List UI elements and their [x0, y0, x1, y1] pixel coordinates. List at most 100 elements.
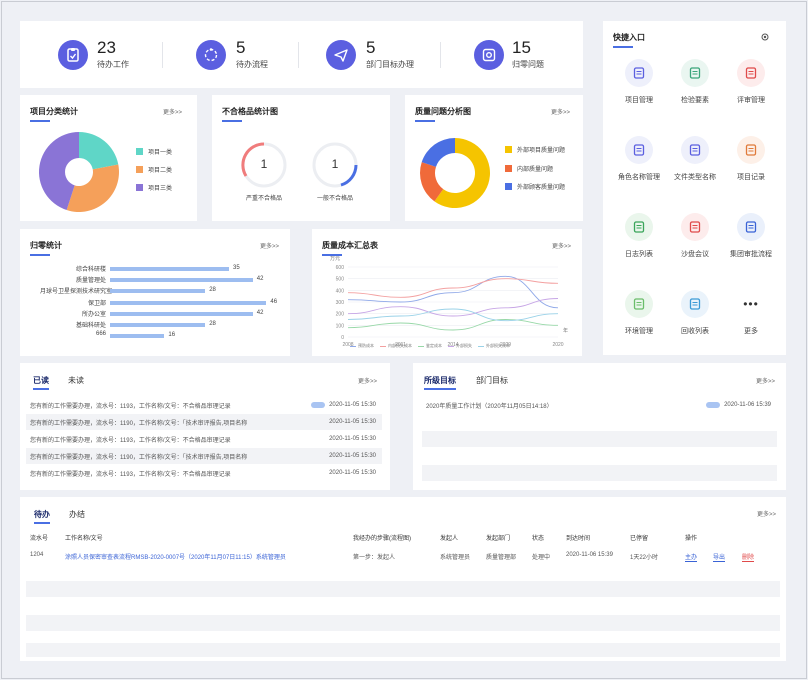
- y-tick-label: 300: [336, 300, 345, 306]
- gear-icon[interactable]: [760, 32, 770, 42]
- y-tick-label: 100: [336, 323, 345, 329]
- recycle-icon: [681, 290, 709, 318]
- more-link[interactable]: 更多>>: [757, 512, 777, 518]
- bar-category-label: 保卫部: [87, 300, 106, 307]
- quick-entry-11[interactable]: ••• 更多: [725, 290, 777, 336]
- file-type-icon: [681, 136, 709, 164]
- divider: [298, 42, 299, 68]
- legend-item: 外部损失: [448, 343, 472, 349]
- notice-row[interactable]: 您有新的工作需要办理，流水号：1193，工作名称/文号：不合格品审理记录 2020…: [26, 397, 382, 413]
- series-line: [347, 275, 559, 309]
- todo-card: 待办 办结 更多>> 流水号 工作名称/文号 我经办的步骤(流程图) 发起人 发起部门 状…: [20, 497, 786, 661]
- more-link[interactable]: 更多>>: [163, 110, 183, 116]
- more-link[interactable]: 更多>>: [551, 110, 571, 116]
- column-header: 已停留: [630, 536, 649, 542]
- divider: [440, 42, 441, 68]
- goal-row[interactable]: 2020年质量工作计划（2020年11月05日14:18） 2020-11-06…: [422, 397, 777, 413]
- quick-entry-label: 回收列表: [681, 328, 709, 335]
- quick-entry-3[interactable]: 角色名称管理: [613, 136, 665, 182]
- divider: [162, 42, 163, 68]
- op-handle-button[interactable]: 主办: [685, 552, 698, 562]
- op-export-button[interactable]: 导出: [713, 552, 726, 562]
- quick-entry-10[interactable]: 回收列表: [669, 290, 721, 336]
- quality-donut-chart: [420, 138, 490, 208]
- bar: [110, 267, 229, 271]
- cost-legend: 预防成本 内部损失成本 鉴定成本 外部损失 外部损失成本: [350, 343, 510, 349]
- stat-value: 15: [512, 38, 531, 57]
- bar-value-label: 35: [233, 265, 240, 271]
- notice-time: 2020-11-05 15:30: [329, 402, 376, 408]
- document-icon: [625, 59, 653, 87]
- tab-done[interactable]: 办结: [69, 510, 85, 519]
- more-link[interactable]: 更多>>: [358, 379, 378, 385]
- stat-value: 5: [236, 38, 246, 57]
- card-title: 质量问题分析图: [415, 107, 471, 122]
- bar-value-label: 42: [256, 276, 264, 283]
- notice-text: 您有新的工作需要办理，流水号：1190，工作名称/文号：「技术审评报告,项目名称: [30, 454, 248, 461]
- bar: [110, 278, 253, 283]
- tab-department-goals[interactable]: 部门目标: [476, 376, 508, 385]
- bar-category-label: 666: [95, 331, 106, 338]
- quick-entry-9[interactable]: 环境管理: [613, 290, 665, 336]
- quick-entry-5[interactable]: 项目记录: [725, 136, 777, 182]
- bar-value-label: 42: [256, 309, 264, 316]
- general-ring: [312, 142, 358, 188]
- quick-entry-4[interactable]: 文件类型名称: [669, 136, 721, 182]
- quick-entry-7[interactable]: 沙盘会议: [669, 213, 721, 259]
- more-link[interactable]: 更多>>: [552, 244, 572, 250]
- column-header: 流水号: [30, 536, 49, 542]
- notify-card: 已读 未读 更多>> 您有新的工作需要办理，流水号：1193，工作名称/文号：不…: [20, 363, 390, 490]
- more-link[interactable]: 更多>>: [260, 244, 280, 250]
- more-link[interactable]: 更多>>: [756, 379, 776, 385]
- quick-entry-8[interactable]: 集团审批流程: [725, 213, 777, 259]
- legend-item: 鉴定成本: [418, 343, 442, 349]
- legend-item: 外部损失成本: [478, 343, 510, 349]
- x-tick-label: 2008: [342, 342, 353, 348]
- quick-entry-6[interactable]: 日志列表: [613, 213, 665, 259]
- op-delete-button[interactable]: 删除: [742, 552, 755, 562]
- y-tick-label: 500: [336, 277, 345, 283]
- process-icon: [196, 40, 226, 70]
- column-header: 发起部门: [486, 536, 511, 542]
- send-icon: [326, 40, 356, 70]
- notice-text: 您有新的工作需要办理，流水号：1193，工作名称/文号：不合格品审理记录: [30, 437, 231, 444]
- quick-entry-card: 快捷入口 项目管理 检验要素 评审管理 角色名称管理 文件类型名称 项目记录 日志列表 沙盘会…: [603, 21, 786, 355]
- bar-category-label: 月球号卫星探测技术研究室: [40, 289, 113, 296]
- notice-row[interactable]: 您有新的工作需要办理，流水号：1193，工作名称/文号：不合格品审理记录 2020…: [26, 431, 382, 447]
- pie-slice: [434, 138, 490, 208]
- project-pie-chart: [39, 132, 119, 212]
- column-header: 发起人: [440, 536, 459, 542]
- quick-entry-label: 文件类型名称: [674, 174, 716, 181]
- notice-row[interactable]: 您有新的工作需要办理，流水号：1190，工作名称/文号：「技术审评报告,项目名称…: [26, 414, 382, 430]
- tab-todo[interactable]: 待办: [34, 510, 50, 524]
- goals-card: 所级目标 部门目标 更多>> 2020年质量工作计划（2020年11月05日14…: [413, 363, 786, 490]
- quick-entry-2[interactable]: 评审管理: [725, 59, 777, 105]
- notice-text: 您有新的工作需要办理，流水号：1190，工作名称/文号：「技术审评报告,项目名称: [30, 420, 248, 427]
- stat-value: 5: [366, 38, 376, 57]
- pencil-icon: [737, 136, 765, 164]
- legend-item: 内部质量问题: [505, 164, 553, 173]
- tab-read[interactable]: 已读: [33, 376, 49, 390]
- quick-entry-0[interactable]: 项目管理: [613, 59, 665, 105]
- card-title: 质量成本汇总表: [322, 241, 378, 256]
- goal-text: 2020年质量工作计划（2020年11月05日14:18）: [426, 403, 553, 410]
- bar: [110, 300, 267, 305]
- quick-entry-1[interactable]: 检验要素: [669, 59, 721, 105]
- tab-institute-goals[interactable]: 所级目标: [424, 376, 456, 390]
- cell-dept: 质量管理部: [486, 555, 517, 561]
- cell-name-link[interactable]: 涂照人员保密审查表流程RMSB-2020-0007号（2020年11月07日11…: [65, 555, 286, 561]
- x-tick-label: 2014: [447, 342, 458, 348]
- project-stats-card: 项目分类统计 更多>> 项目一类 项目二类 项目三类: [20, 95, 197, 221]
- stat-label: 待办流程: [236, 60, 268, 69]
- legend-item: 项目一类: [136, 147, 172, 156]
- severe-ring: [241, 142, 287, 188]
- quick-entry-label: 角色名称管理: [618, 174, 660, 181]
- quick-entry-label: 项目管理: [625, 97, 653, 104]
- notice-row[interactable]: 您有新的工作需要办理，流水号：1193，工作名称/文号：不合格品审理记录 2020…: [26, 465, 382, 481]
- notice-row[interactable]: 您有新的工作需要办理，流水号：1190，工作名称/文号：「技术审评报告,项目名称…: [26, 448, 382, 464]
- empty-row: [26, 581, 780, 597]
- quick-entry-label: 更多: [744, 328, 758, 335]
- tab-unread[interactable]: 未读: [68, 376, 84, 385]
- pie-slice: [39, 132, 79, 211]
- cell-initiator: 系统管理员: [440, 555, 471, 561]
